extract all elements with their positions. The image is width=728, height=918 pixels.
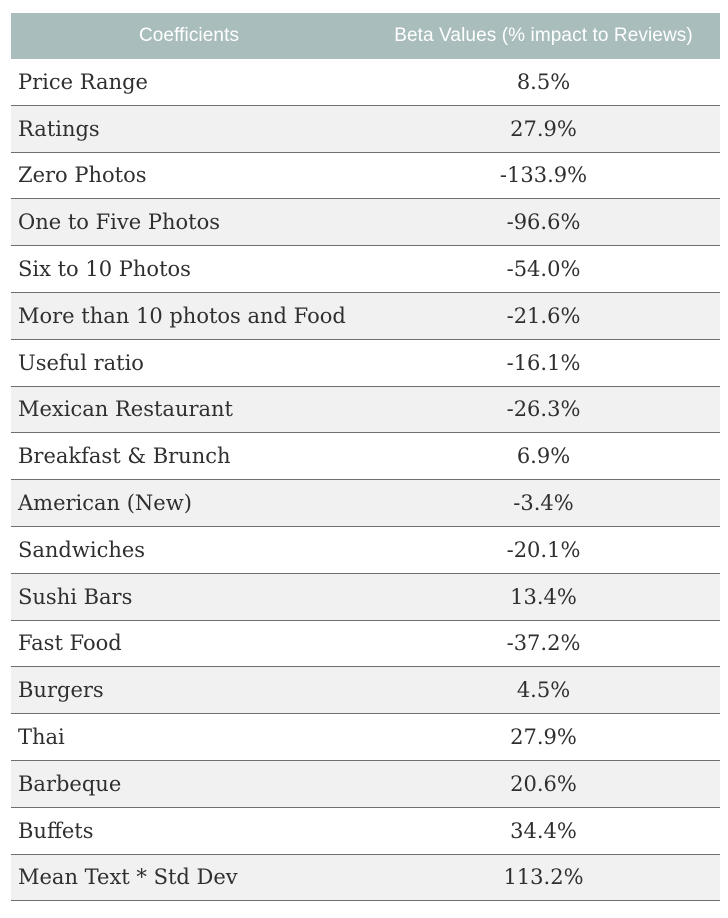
coefficient-name: Breakfast & Brunch: [11, 432, 367, 481]
header-beta-values: Beta Values (% impact to Reviews): [367, 13, 720, 59]
beta-value: -37.2%: [367, 620, 720, 668]
coefficient-name: Sushi Bars: [11, 573, 367, 621]
coefficient-name: Burgers: [11, 666, 367, 715]
coefficient-name: American (New): [11, 479, 367, 527]
table-row: Mean Text * Std Dev 113.2%: [11, 854, 720, 902]
table-header: Coefficients Beta Values (% impact to Re…: [11, 13, 720, 59]
coefficient-name: Fast Food: [11, 620, 367, 668]
coefficient-name: Barbeque: [11, 760, 367, 808]
table-row: Breakfast & Brunch 6.9%: [11, 432, 720, 481]
beta-value: -16.1%: [367, 339, 720, 387]
coefficients-table: Coefficients Beta Values (% impact to Re…: [11, 13, 720, 902]
beta-value: 13.4%: [367, 573, 720, 621]
beta-value: 8.5%: [367, 59, 720, 106]
coefficient-name: More than 10 photos and Food: [11, 292, 367, 340]
table-row: Ratings 27.9%: [11, 105, 720, 153]
beta-value: 6.9%: [367, 432, 720, 481]
coefficient-name: One to Five Photos: [11, 198, 367, 247]
beta-value: -3.4%: [367, 479, 720, 527]
beta-value: 20.6%: [367, 760, 720, 808]
coefficient-name: Buffets: [11, 807, 367, 855]
table-row: Six to 10 Photos -54.0%: [11, 245, 720, 293]
table-row: Mexican Restaurant -26.3%: [11, 386, 720, 434]
table-row: Zero Photos -133.9%: [11, 152, 720, 200]
header-row: Coefficients Beta Values (% impact to Re…: [11, 13, 720, 59]
table-row: Useful ratio -16.1%: [11, 339, 720, 387]
coefficient-name: Zero Photos: [11, 152, 367, 200]
table-row: One to Five Photos -96.6%: [11, 198, 720, 247]
coefficient-name: Mexican Restaurant: [11, 386, 367, 434]
beta-value: 27.9%: [367, 713, 720, 761]
coefficient-name: Useful ratio: [11, 339, 367, 387]
table-body: Price Range 8.5% Ratings 27.9% Zero Phot…: [11, 59, 720, 902]
table-row: Price Range 8.5%: [11, 59, 720, 106]
coefficient-name: Price Range: [11, 59, 367, 106]
coefficient-name: Sandwiches: [11, 526, 367, 574]
table-row: Fast Food -37.2%: [11, 620, 720, 668]
table-row: More than 10 photos and Food -21.6%: [11, 292, 720, 340]
header-coefficients: Coefficients: [11, 13, 367, 59]
beta-value: -20.1%: [367, 526, 720, 574]
table-row: American (New) -3.4%: [11, 479, 720, 527]
beta-value: -54.0%: [367, 245, 720, 293]
coefficient-name: Ratings: [11, 105, 367, 153]
coefficient-name: Mean Text * Std Dev: [11, 854, 367, 902]
table-row: Sandwiches -20.1%: [11, 526, 720, 574]
beta-value: -96.6%: [367, 198, 720, 247]
table-row: Burgers 4.5%: [11, 666, 720, 715]
beta-value: 4.5%: [367, 666, 720, 715]
beta-value: 34.4%: [367, 807, 720, 855]
beta-value: -26.3%: [367, 386, 720, 434]
table-row: Thai 27.9%: [11, 713, 720, 761]
coefficient-name: Thai: [11, 713, 367, 761]
beta-value: 27.9%: [367, 105, 720, 153]
beta-value: 113.2%: [367, 854, 720, 902]
beta-value: -133.9%: [367, 152, 720, 200]
table-row: Buffets 34.4%: [11, 807, 720, 855]
coefficient-name: Six to 10 Photos: [11, 245, 367, 293]
beta-value: -21.6%: [367, 292, 720, 340]
table-row: Barbeque 20.6%: [11, 760, 720, 808]
table-row: Sushi Bars 13.4%: [11, 573, 720, 621]
